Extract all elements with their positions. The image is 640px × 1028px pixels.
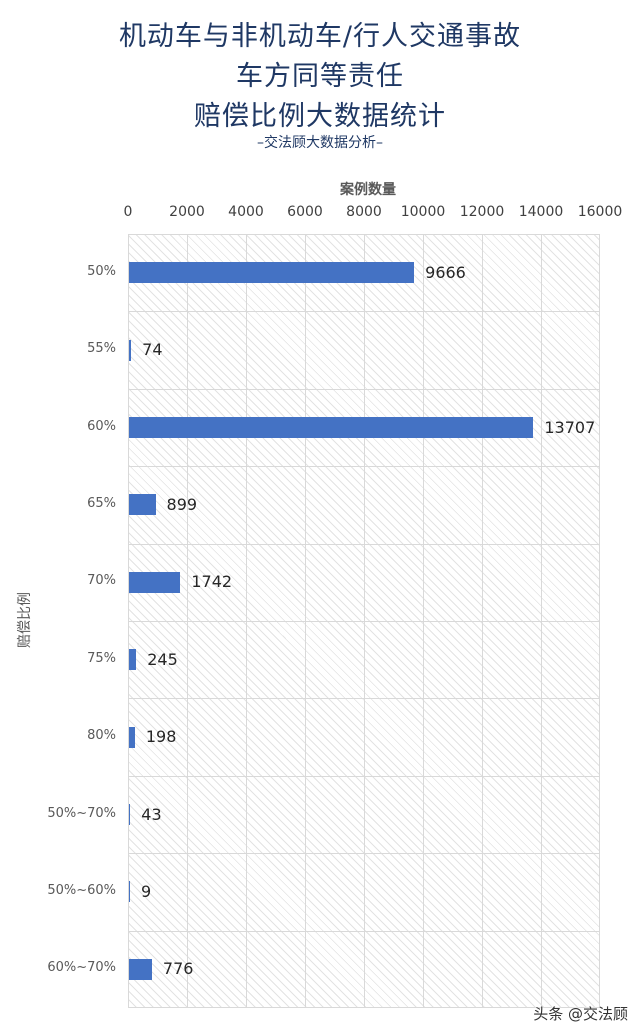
gridline-horizontal [128,234,600,235]
chart-title-line-1: 机动车与非机动车/行人交通事故 [118,21,522,52]
gridline-horizontal [128,543,600,545]
y-tick-label: 80% [87,728,116,744]
x-tick-label: 10000 [400,204,446,220]
bar-value-label: 9 [141,881,152,901]
gridline-horizontal [128,930,600,932]
bar-value-label: 43 [141,804,162,824]
chart-title-line-3: 赔偿比例大数据统计 [194,101,446,132]
x-axis-label: 案例数量 [340,182,396,198]
bar-value-label: 776 [162,959,194,979]
y-tick-label: 65% [87,495,116,511]
y-tick-label: 50% [87,263,116,279]
gridline-horizontal [128,853,600,855]
bar [129,958,152,980]
watermark: 头条 @交法顾 [533,1005,628,1023]
chart-subtitle: –交法顾大数据分析– [257,135,383,151]
chart-title-line-2: 车方同等责任 [236,61,404,92]
y-tick-label: 50%~60% [47,882,116,898]
bar [129,339,132,361]
bar [129,262,415,284]
bar-value-label: 74 [142,340,163,360]
y-axis-label: 赔偿比例 [17,592,33,648]
x-tick-label: 2000 [169,204,205,220]
gridline-horizontal [128,388,600,390]
x-tick-label: 12000 [459,204,505,220]
y-tick-label: 75% [87,650,116,666]
y-tick-label: 60%~70% [47,960,116,976]
bar [129,417,534,438]
bar-value-label: 899 [166,494,198,514]
bar [129,804,131,825]
gridline-horizontal [128,775,600,777]
bar [129,726,135,748]
gridline-horizontal [128,466,600,468]
bar [129,571,181,593]
plot-area: 9666 74 13707 899 1742 245 198 43 9 776 [128,234,600,1008]
bar-value-label: 13707 [544,417,596,437]
gridline-horizontal [128,621,600,622]
gridline-horizontal [128,1007,600,1008]
y-tick-label: 50%~70% [47,805,116,821]
x-tick-label: 0 [123,204,133,220]
x-tick-label: 6000 [287,204,323,220]
x-tick-label: 14000 [518,204,564,220]
bar [129,649,137,671]
gridline-horizontal [128,311,600,313]
bar [129,494,156,516]
y-tick-label: 60% [87,418,116,434]
bar-value-label: 1742 [191,572,233,592]
bar-value-label: 245 [147,649,178,669]
y-tick-label: 70% [87,573,116,589]
bar-value-label: 9666 [425,262,466,282]
gridline-horizontal [128,698,600,700]
x-tick-label: 4000 [228,204,264,220]
bar-value-label: 198 [145,727,177,747]
bar [129,881,130,903]
x-tick-label: 8000 [346,204,382,220]
y-tick-label: 55% [87,341,116,357]
x-tick-label: 16000 [577,204,623,220]
